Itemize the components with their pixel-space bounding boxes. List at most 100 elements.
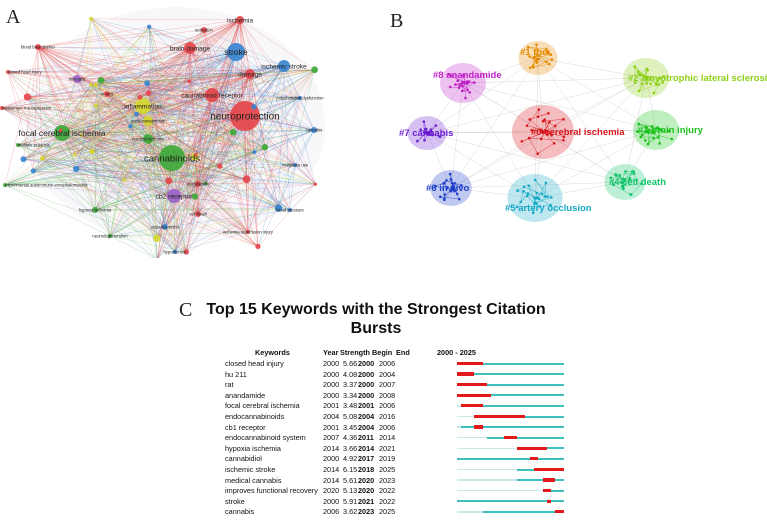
network-edge <box>95 26 150 86</box>
network-edge <box>173 154 197 197</box>
cluster-label: #3 brain injury <box>638 125 704 136</box>
cluster-link <box>537 57 544 133</box>
cluster-node <box>553 124 557 128</box>
network-edge <box>37 46 246 117</box>
burst-end: 2022 <box>379 496 396 506</box>
network-edge <box>61 132 169 182</box>
burst-begin: 2000 <box>358 380 375 390</box>
network-edge <box>90 18 196 157</box>
cluster-edge <box>637 123 640 132</box>
network-edge <box>33 113 137 171</box>
network-edge <box>42 158 247 180</box>
network-edge <box>189 47 213 96</box>
burst-row: improves functional recovery 2020 5.13 2020… <box>225 485 565 496</box>
cluster-edge <box>463 75 466 99</box>
network-edge <box>33 157 173 172</box>
cluster-node <box>423 139 426 142</box>
cluster-node <box>641 133 644 136</box>
network-edge <box>139 65 285 98</box>
cluster-node <box>525 124 529 127</box>
network-edge <box>95 105 137 115</box>
network-edge <box>91 18 251 75</box>
network-edge <box>171 157 279 209</box>
cluster-link <box>426 132 452 189</box>
network-edge <box>239 19 266 148</box>
network-edge <box>197 164 296 185</box>
cluster-node <box>537 197 541 201</box>
cluster-node <box>618 174 622 177</box>
network-edge <box>33 170 175 197</box>
network-edge <box>42 73 251 159</box>
network-edge <box>100 19 241 81</box>
network-edge <box>136 51 237 115</box>
network-edge <box>171 151 255 159</box>
cluster-node <box>658 142 661 145</box>
network-edge <box>142 105 220 167</box>
network-edge <box>148 73 251 94</box>
network-edge <box>147 120 187 252</box>
network-edge <box>189 81 279 209</box>
network-edge <box>81 135 199 185</box>
network-edge <box>156 69 315 239</box>
network-keyword-label: microglia <box>69 76 86 81</box>
burst-end: 2016 <box>379 412 396 421</box>
network-edge <box>42 158 111 237</box>
network-edge <box>247 73 251 233</box>
network-edge <box>157 157 173 260</box>
network-keyword-label: hypoxia ischemia <box>79 207 112 212</box>
network-edge <box>74 138 149 156</box>
network-edge <box>61 105 144 134</box>
cluster-node <box>655 83 658 86</box>
network-edge <box>90 73 251 85</box>
network-edge <box>42 65 285 159</box>
network-edge <box>171 157 249 233</box>
network-edge <box>75 83 148 170</box>
cluster-node <box>537 54 541 57</box>
burst-strength: 6.15 <box>343 465 358 474</box>
network-edge <box>75 113 137 170</box>
network-edge <box>123 97 301 181</box>
burst-keyword: stroke <box>225 496 245 506</box>
network-edge <box>142 105 196 155</box>
network-edge <box>211 94 249 233</box>
cluster-node <box>453 182 457 185</box>
network-edge <box>75 151 93 170</box>
cluster-node <box>547 111 550 115</box>
network-edge <box>60 84 91 131</box>
network-node <box>16 143 20 147</box>
network-node <box>245 69 255 79</box>
cluster-edge <box>528 137 538 154</box>
network-edge <box>27 96 96 211</box>
burst-strength: 5.13 <box>343 486 358 496</box>
network-edge <box>142 105 176 253</box>
timeline-active <box>542 489 564 492</box>
cluster-node <box>423 127 427 131</box>
network-edge <box>61 120 149 134</box>
network-edge <box>156 151 255 239</box>
cluster-edge <box>449 174 458 195</box>
network-keyword-label: brain damage <box>170 45 211 52</box>
cluster-edge <box>417 133 426 142</box>
network-edge <box>195 154 249 233</box>
network-edge <box>27 96 144 107</box>
network-edge <box>188 81 207 184</box>
cluster-node <box>647 131 650 134</box>
network-edge <box>174 19 241 253</box>
network-edge <box>123 166 220 181</box>
cluster-node <box>545 47 548 51</box>
network-edge <box>147 120 279 209</box>
network-edge <box>211 73 251 96</box>
network-edge <box>205 73 251 184</box>
network-node <box>298 96 302 100</box>
network-edge <box>1 107 63 134</box>
network-edge <box>156 207 279 239</box>
network-edge <box>37 46 157 239</box>
cluster-node <box>647 128 651 132</box>
cluster-node <box>448 172 452 176</box>
network-edge <box>76 78 149 140</box>
cluster-1: #1 thc <box>518 41 558 75</box>
cluster-node <box>637 89 641 93</box>
cluster-node <box>538 204 541 208</box>
network-edge <box>232 132 279 209</box>
cluster-node <box>519 200 523 204</box>
